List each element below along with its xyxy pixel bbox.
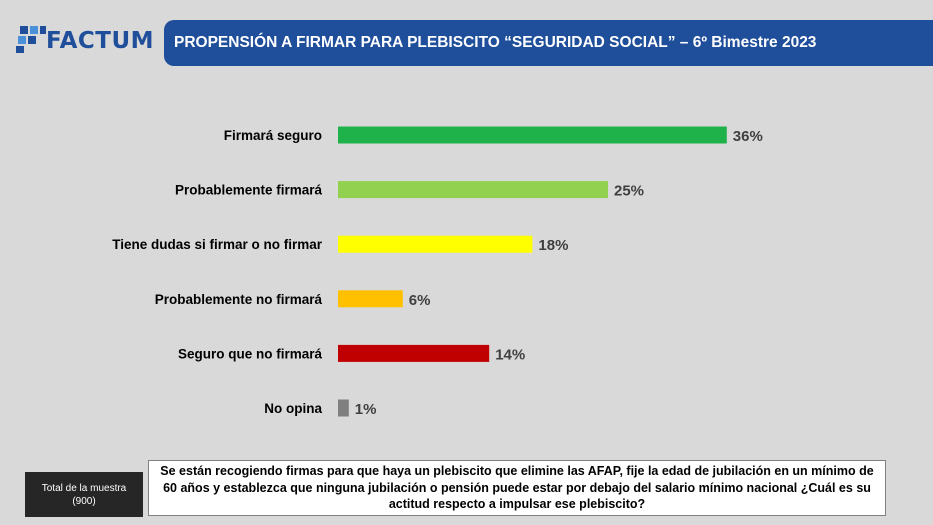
brand-name: FACTUM (46, 28, 155, 54)
bar (338, 181, 608, 199)
bar (338, 344, 490, 362)
page-title: PROPENSIÓN A FIRMAR PARA PLEBISCITO “SEG… (174, 34, 817, 51)
bar-chart: Firmará seguro 36% Probablemente firmará 25… (112, 126, 763, 418)
title-bar: PROPENSIÓN A FIRMAR PARA PLEBISCITO “SEG… (164, 20, 933, 66)
sample-count: (900) (72, 495, 96, 507)
category-label: No opina (264, 401, 322, 416)
sample-size-box: Total de la muestra (900) (25, 472, 143, 517)
data-label: 18% (538, 237, 568, 254)
bar (338, 235, 533, 253)
sample-label: Total de la muestra (41, 482, 127, 494)
data-label: 25% (614, 183, 644, 200)
category-label: Probablemente firmará (175, 183, 323, 198)
data-label: 6% (409, 292, 431, 309)
question-text-box: Se están recogiendo firmas para que haya… (148, 460, 886, 516)
bar (338, 290, 403, 308)
bar (338, 399, 349, 417)
data-label: 36% (733, 128, 763, 145)
bar (338, 126, 727, 144)
category-label: Seguro que no firmará (178, 346, 323, 361)
category-label: Firmará seguro (224, 128, 322, 143)
question-text: Se están recogiendo firmas para que haya… (160, 464, 874, 512)
data-label: 14% (495, 346, 525, 363)
category-label: Probablemente no firmará (155, 292, 323, 307)
category-label: Tiene dudas si firmar o no firmar (112, 237, 323, 252)
data-label: 1% (355, 401, 377, 418)
factum-logo-icon (16, 26, 46, 53)
